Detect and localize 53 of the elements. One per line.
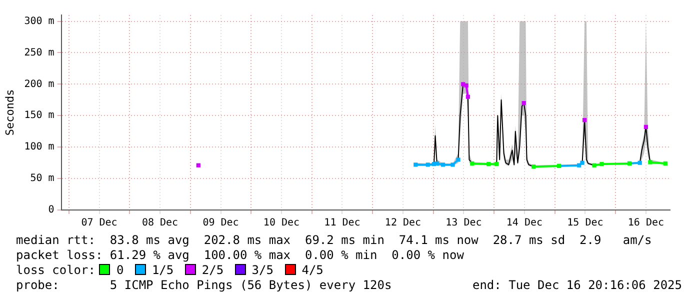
point [466,94,470,99]
point [494,162,499,166]
point [638,160,642,165]
x-tick-label: 13 Dec [446,218,482,229]
legend-label: 3/5 [252,263,274,277]
point [663,161,668,166]
x-tick-label: 08 Dec [142,218,178,229]
x-tick-label: 16 Dec [628,218,664,229]
x-tick-label: 15 Dec [567,218,604,229]
x-tick-label: 07 Dec [81,218,118,229]
text: end: Tue Dec 16 20:16:06 2025 [472,278,682,293]
y-tick-label: 0 [48,204,54,216]
point [644,124,648,130]
point [582,118,587,122]
point [648,160,652,164]
point [600,162,604,166]
point [577,163,582,168]
y-tick-label: 300 m [24,16,54,27]
point [531,164,536,169]
x-tick-label: 11 Dec [324,218,360,229]
y-tick-label: 150 m [24,110,54,122]
x-tick-label: 12 Dec [384,218,422,229]
point [464,83,468,88]
point [414,162,418,167]
legend-label: 4/5 [302,263,324,277]
point [434,161,439,166]
legend-label: 1/5 [152,263,174,277]
y-tick-label: 100 m [24,142,54,153]
point [470,161,474,166]
legend-label: 2/5 [202,263,224,277]
y-tick-label: 50 m [30,173,54,184]
text: median rtt: 83.8 ms avg 202.8 ms max 69.2 ms min 74.1 ms now 28.7 ms sd 2.9 am/s [16,233,653,248]
x-tick-label: 09 Dec [202,218,239,229]
x-tick-label: 10 Dec [263,218,300,229]
text: packet loss: 61.29 % avg 100.00 % max 0.00 % min 0.00 % now [16,248,465,263]
y-axis-title: Seconds [3,89,16,136]
point [426,162,430,167]
point [432,162,436,166]
point [440,162,446,167]
y-tick-label: 200 m [24,78,54,90]
legend-title: loss color: [16,263,96,277]
text: probe: 5 ICMP Echo Pings (56 Bytes) every 120s [16,278,392,292]
x-tick-label: 14 Dec [506,218,543,229]
point [196,163,200,168]
point [592,163,596,168]
y-tick-label: 250 m [24,47,54,58]
point [486,162,491,166]
point [450,162,455,167]
legend-label: 0 [116,263,124,277]
point [580,160,584,165]
point [522,101,526,106]
point [461,82,466,86]
point [456,158,460,162]
